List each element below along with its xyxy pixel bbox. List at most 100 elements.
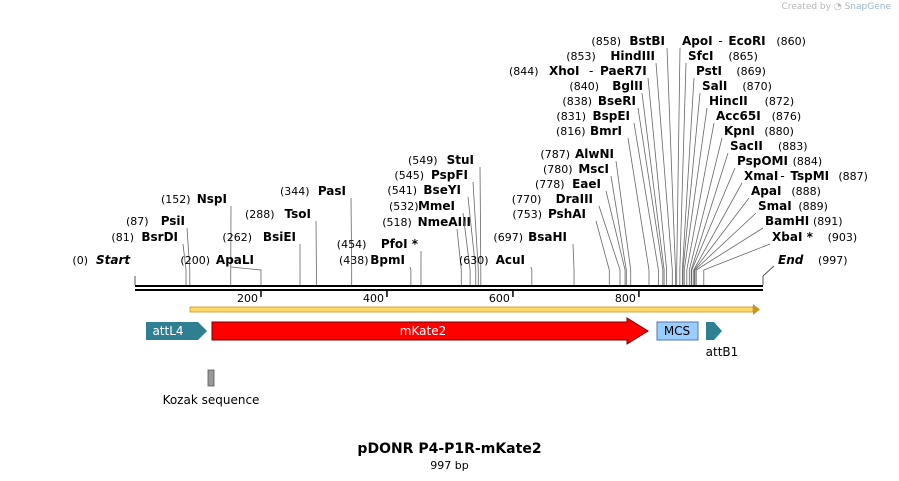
site-pos-stui: (549) (408, 154, 438, 167)
site-name-acui: AcuI (496, 253, 525, 267)
credit-prefix: Created by (781, 2, 831, 12)
site-name-stui: StuI (447, 153, 474, 167)
site-name-xbai: XbaI * (772, 230, 814, 244)
site-name-tsoi: TsoI (285, 207, 311, 221)
site-name-bsiei: BsiEI (263, 230, 296, 244)
site-pos-psii: (87) (126, 215, 149, 228)
site-dash-xhoi: - (589, 64, 593, 78)
site-name-bstbi: BstBI (629, 34, 665, 48)
site-name-bsrdi: BsrDI (141, 230, 178, 244)
site-name-bseri: BseRI (598, 94, 636, 108)
orf-bar-arrowhead (753, 304, 760, 315)
site-pos-mmei: (532) (389, 200, 419, 213)
site-line-apoi (676, 47, 681, 285)
site-line-hincii (683, 107, 708, 285)
site-pos-psti: (869) (736, 65, 766, 78)
site-name-sali: SalI (702, 79, 727, 93)
feature-label-mcs: MCS (664, 324, 690, 338)
site-line-bspei (633, 122, 659, 285)
site-name-apali: ApaLI (216, 253, 254, 267)
site-pos-xmai: (887) (838, 170, 868, 183)
site-line-kpni (688, 137, 723, 285)
site-pos-eaei: (778) (535, 178, 565, 191)
end-connector (762, 265, 775, 277)
feature-label-attb1: attB1 (706, 345, 739, 359)
site-pos-apali: (200) (180, 254, 210, 267)
site-name-pspomi: PspOMI (737, 154, 788, 168)
site-name-psii: PsiI (161, 214, 185, 228)
feature-mkate2 (211, 317, 649, 345)
site-line-pasi (350, 197, 353, 285)
site-line-pshai (595, 220, 610, 285)
site-name-bglii: BglII (612, 79, 643, 93)
site-pos-bseri: (838) (562, 95, 592, 108)
site-name-apoi: ApoI (682, 34, 713, 48)
site-name-eaei: EaeI (572, 177, 601, 191)
site-dash-xmai: - (780, 169, 784, 183)
site-pos-pshai: (753) (512, 208, 542, 221)
site-pos-bmri: (816) (556, 125, 586, 138)
site-line-pspfi (472, 181, 479, 285)
site-line-sacii (690, 152, 729, 285)
site-name-nmeaiii: NmeAIII (418, 215, 471, 229)
site-line-msci (610, 175, 627, 285)
site-name-bamhi: BamHI (765, 214, 809, 228)
site-dash-apoi: - (718, 34, 722, 48)
feature-label-mkate2: mKate2 (400, 324, 446, 338)
site-line-nmeaiii (456, 228, 462, 285)
site-name-smai: SmaI (758, 199, 792, 213)
site-pos-bamhi: (891) (813, 215, 843, 228)
orf-bar (189, 306, 754, 313)
site-pos-bsrdi: (81) (111, 231, 134, 244)
site-pos-alwni: (787) (540, 148, 570, 161)
site-line-bsrdi (182, 243, 187, 285)
site-name-sfci: SfcI (688, 49, 713, 63)
site-line-sali (682, 92, 701, 285)
site-name-mmei: MmeI (418, 199, 455, 213)
site-pos-pspomi: (884) (793, 155, 823, 168)
site-pos-pfoi: (454) (337, 238, 367, 251)
site-name-apai: ApaI (751, 184, 781, 198)
site-pos-bpmi: (438) (339, 254, 369, 267)
site-pos-sacii: (883) (778, 140, 808, 153)
site-line-bglii (641, 92, 665, 285)
site-name-pspfi: PspFI (431, 168, 468, 182)
feature-label-attl4: attL4 (152, 324, 183, 338)
snapgene-credit: Created by ◔ SnapGene (781, 2, 891, 12)
site-line-bamhi (695, 227, 764, 285)
start-position: (0) (72, 254, 88, 267)
site-name-bspei: BspEI (592, 109, 630, 123)
site-name-xmai: XmaI (744, 169, 778, 183)
site-pos-pspfi: (545) (394, 169, 424, 182)
snapgene-logo-icon: ◔ (833, 2, 842, 12)
ruler-label-600: 600 (489, 292, 510, 305)
site-name-sacii: SacII (730, 139, 763, 153)
site-pos-nmeaiii: (518) (382, 216, 412, 229)
site-extra-ecori: EcoRI (728, 34, 765, 48)
site-pos-bsiei: (262) (222, 231, 252, 244)
site-line-stui (479, 166, 482, 285)
site-line-xmai (693, 182, 743, 285)
site-pos-kpni: (880) (764, 125, 794, 138)
feature-attb1 (706, 322, 722, 340)
site-line-bseyi (467, 196, 477, 285)
site-name-bseyi: BseYI (423, 183, 461, 197)
site-name-alwni: AlwNI (575, 147, 614, 161)
site-name-kpni: KpnI (724, 124, 755, 138)
site-line-apai (693, 197, 750, 285)
site-line-bsahi (572, 243, 575, 285)
site-pos-bspei: (831) (556, 110, 586, 123)
site-name-msci: MscI (578, 162, 609, 176)
site-line-sfci (679, 62, 687, 285)
site-pos-nspi: (152) (161, 193, 191, 206)
site-name-pasi: PasI (318, 184, 346, 198)
site-name-bpmi: BpmI (370, 253, 405, 267)
site-line-apali (230, 266, 262, 285)
site-name-nspi: NspI (197, 192, 227, 206)
site-name-acc65i: Acc65I (716, 109, 761, 123)
site-pos-hindiii: (853) (566, 50, 596, 63)
start-label: Start (96, 253, 131, 267)
map-subtitle: 997 bp (430, 459, 469, 472)
site-pos-draiii: (770) (512, 193, 542, 206)
